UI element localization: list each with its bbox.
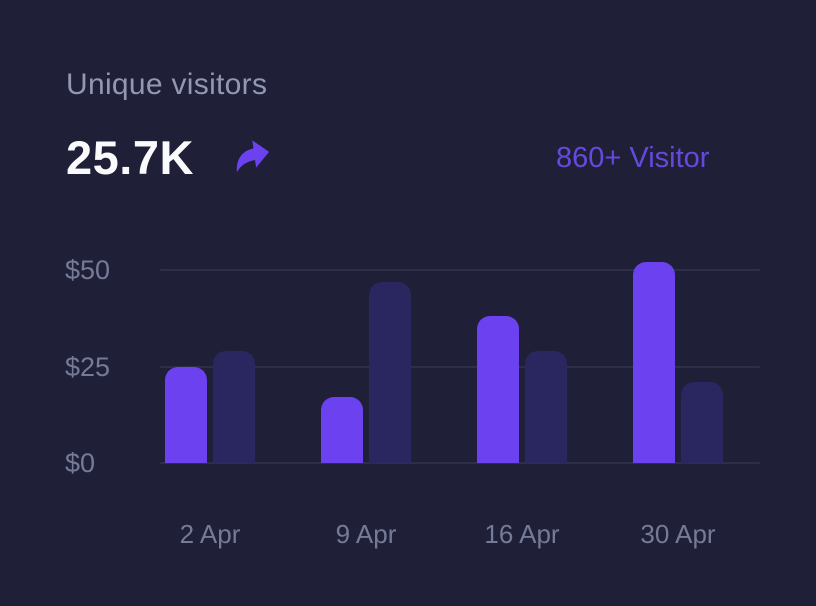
card-title: Unique visitors bbox=[66, 68, 268, 101]
bar-secondary-30-apr bbox=[681, 381, 723, 463]
bar-primary-30-apr bbox=[633, 262, 675, 463]
y-axis-tick-label: $0 bbox=[65, 448, 96, 478]
bar-secondary-9-apr bbox=[369, 281, 411, 463]
x-axis-tick-label: 2 Apr bbox=[179, 519, 241, 549]
visitor-count-link[interactable]: 860+ Visitor bbox=[556, 142, 710, 174]
gridline-25 bbox=[160, 365, 760, 368]
bar-secondary-2-apr bbox=[213, 351, 255, 463]
y-axis-tick-label: $50 bbox=[65, 255, 111, 285]
x-axis-tick-label: 16 Apr bbox=[484, 519, 560, 549]
chart-plot bbox=[160, 262, 760, 464]
y-axis-tick-label: $25 bbox=[65, 351, 111, 382]
x-axis-tick-label: 9 Apr bbox=[335, 519, 397, 549]
y-axis: $0 $25 $50 bbox=[65, 255, 145, 478]
bar-secondary-16-apr bbox=[525, 351, 567, 463]
bar-primary-16-apr bbox=[477, 316, 519, 463]
gridline-50 bbox=[160, 269, 760, 271]
share-arrow-icon[interactable] bbox=[228, 132, 274, 178]
gridline-0 bbox=[160, 462, 760, 464]
bar-primary-9-apr bbox=[321, 397, 363, 463]
x-axis: 2 Apr 9 Apr 16 Apr 30 Apr bbox=[160, 518, 760, 550]
visitors-value: 25.7K bbox=[66, 131, 194, 184]
x-axis-tick-label: 30 Apr bbox=[640, 519, 716, 549]
bar-primary-2-apr bbox=[165, 366, 207, 463]
